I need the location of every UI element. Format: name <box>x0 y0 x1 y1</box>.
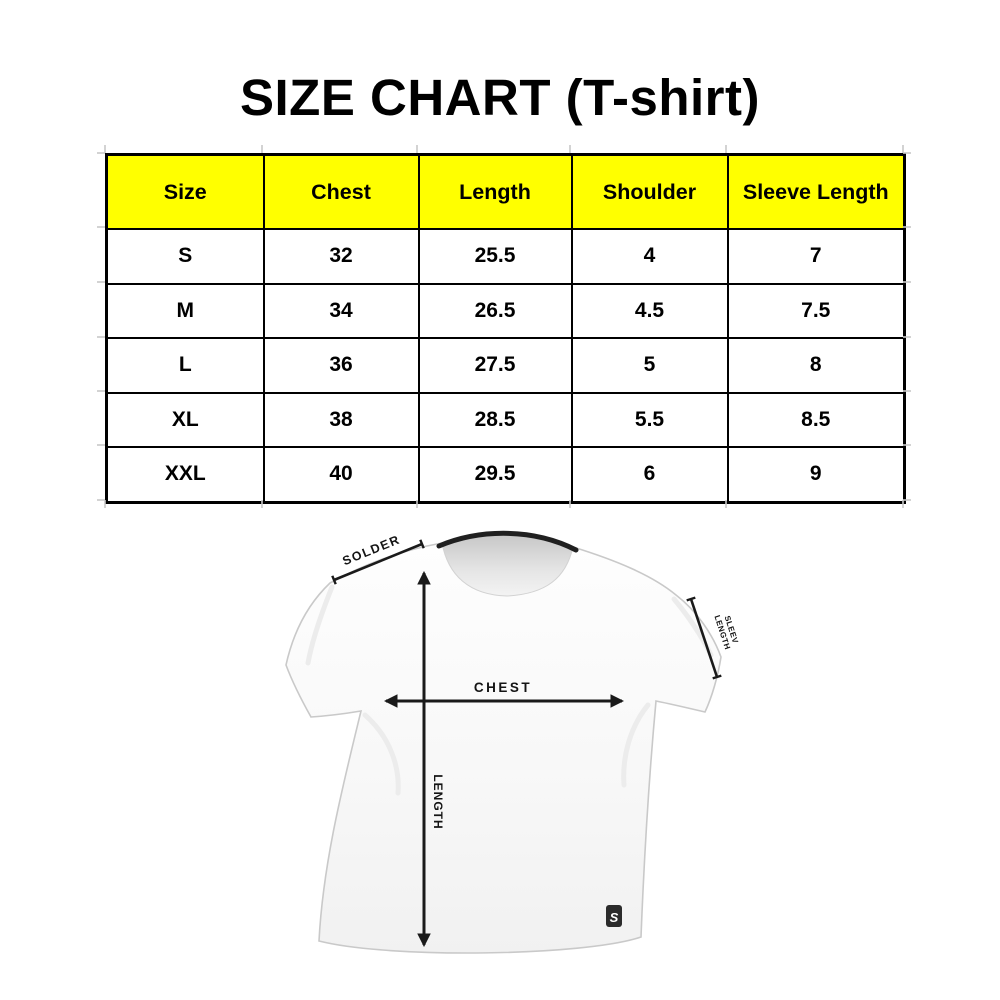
collar-back-line <box>436 530 579 553</box>
cell-sleeve-length: 9 <box>726 446 906 503</box>
tshirt-outline <box>285 533 722 954</box>
column-header-shoulder: Shoulder <box>570 153 729 230</box>
cell-length: 26.5 <box>417 282 573 339</box>
cell-shoulder: 4 <box>570 228 729 285</box>
cell-shoulder: 4.5 <box>570 282 729 339</box>
cell-length: 29.5 <box>417 446 573 503</box>
table-row-m: M 34 26.5 4.5 7.5 <box>105 282 906 339</box>
size-table: Size Chest Length Shoulder Sleeve Length… <box>105 153 906 504</box>
cell-sleeve-length: 8.5 <box>726 391 906 448</box>
shirt-creases <box>305 584 714 796</box>
column-header-size: Size <box>105 153 265 230</box>
chest-label: CHEST <box>474 680 532 695</box>
cell-shoulder: 6 <box>570 446 729 503</box>
brand-tag-letter: S <box>610 910 619 925</box>
cell-chest: 32 <box>262 228 420 285</box>
cell-sleeve-length: 7.5 <box>726 282 906 339</box>
tshirt-illustration: S <box>285 530 722 954</box>
cell-length: 25.5 <box>417 228 573 285</box>
cell-sleeve-length: 8 <box>726 337 906 394</box>
column-header-length: Length <box>417 153 573 230</box>
cell-shoulder: 5 <box>570 337 729 394</box>
table-row-s: S 32 25.5 4 7 <box>105 228 906 285</box>
column-header-chest: Chest <box>262 153 420 230</box>
cell-length: 28.5 <box>417 391 573 448</box>
cell-chest: 34 <box>262 282 420 339</box>
sleeve-measure-line <box>686 596 722 680</box>
cell-shoulder: 5.5 <box>570 391 729 448</box>
shoulder-measure-line <box>331 539 425 585</box>
size-table-section: Size Chest Length Shoulder Sleeve Length… <box>97 145 911 508</box>
table-header-row: Size Chest Length Shoulder Sleeve Length <box>105 153 906 230</box>
table-row-xl: XL 38 28.5 5.5 8.5 <box>105 391 906 448</box>
cell-size: XL <box>105 391 265 448</box>
cell-sleeve-length: 7 <box>726 228 906 285</box>
length-label: LENGTH <box>431 774 445 829</box>
cell-chest: 40 <box>262 446 420 503</box>
cell-size: XXL <box>105 446 265 503</box>
cell-chest: 36 <box>262 337 420 394</box>
table-row-xxl: XXL 40 29.5 6 9 <box>105 446 906 503</box>
cell-size: S <box>105 228 265 285</box>
brand-tag: S <box>606 905 622 927</box>
column-header-sleeve-length: Sleeve Length <box>726 153 906 230</box>
cell-size: L <box>105 337 265 394</box>
cell-size: M <box>105 282 265 339</box>
tshirt-measurement-diagram: S SOLDER SLEEV <box>250 505 750 1000</box>
cell-length: 27.5 <box>417 337 573 394</box>
page-title: SIZE CHART (T-shirt) <box>240 69 760 126</box>
cell-chest: 38 <box>262 391 420 448</box>
table-row-l: L 36 27.5 5 8 <box>105 337 906 394</box>
